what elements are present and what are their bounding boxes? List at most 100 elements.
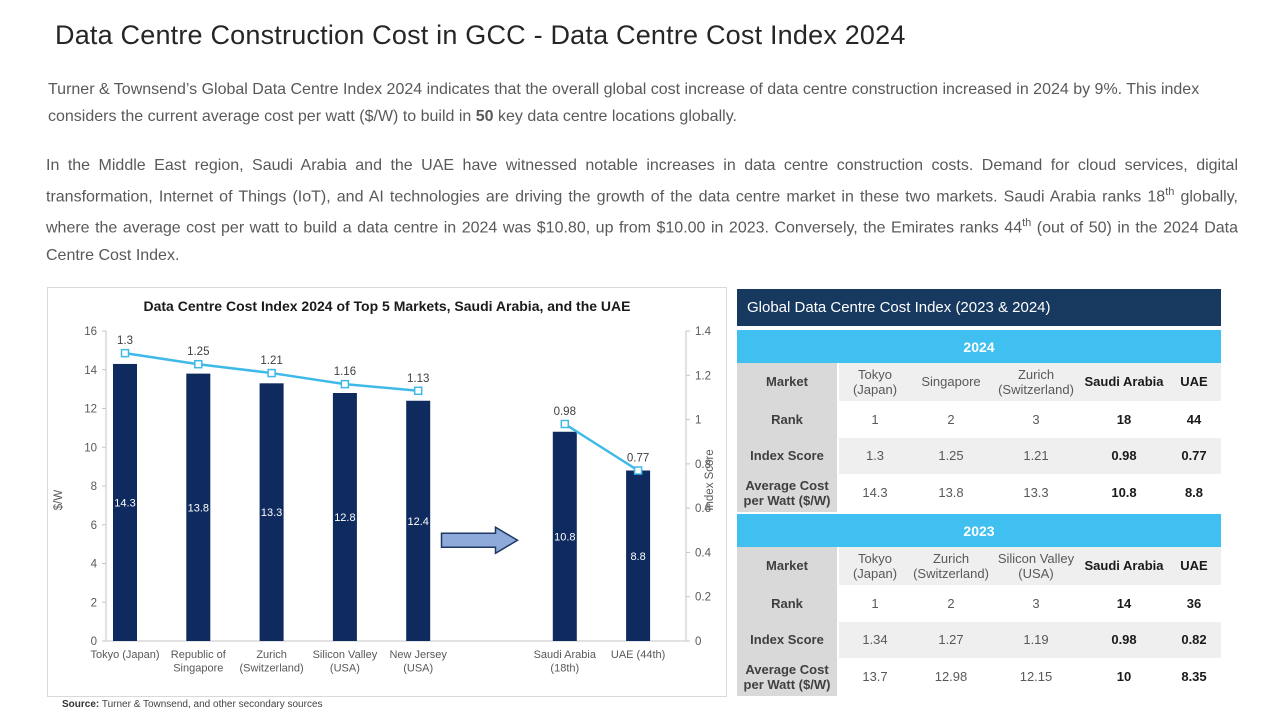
line-marker	[194, 359, 203, 369]
page-title: Data Centre Construction Cost in GCC - D…	[55, 20, 906, 50]
point-value-label: 1.3	[117, 335, 133, 347]
right-tick-label: 1.2	[695, 370, 711, 382]
bar	[113, 363, 137, 641]
table-row: Rank 1 2 3 14 36	[737, 585, 1221, 622]
table-cell: 18	[1081, 401, 1167, 438]
left-tick-label: 8	[91, 481, 97, 493]
table-cell: 2	[911, 585, 991, 622]
point-value-label: 1.25	[187, 346, 209, 358]
right-tick-label: 1	[695, 415, 701, 427]
table-cell: Zurich (Switzerland)	[911, 547, 991, 585]
table-row: Average Cost per Watt ($/W) 14.3 13.8 13.3 1…	[737, 474, 1221, 512]
cost-index-chart: 0 2 4 6 8 10 12 14 16 0 0.2 0.4 0.6 0.8 1 1.2 1.4 $/W Inde…	[53, 326, 716, 675]
source-text: Turner & Townsend, and other secondary s…	[99, 699, 323, 710]
table-cell: 1.34	[839, 622, 911, 658]
table-row-label: Average Cost per Watt ($/W)	[737, 658, 839, 696]
bar-value-label: 14.3	[114, 497, 135, 509]
bar	[626, 470, 651, 641]
x-axis-label: Tokyo (Japan)	[90, 649, 159, 661]
table-cell: 1.3	[839, 438, 911, 474]
right-axis-title: Index Score	[704, 449, 716, 510]
table-cell: 1	[839, 401, 911, 438]
table-cell: 10.8	[1081, 474, 1167, 512]
table-cell: 14.3	[839, 474, 911, 512]
chart-title: Data Centre Cost Index 2024 of Top 5 Mar…	[143, 298, 631, 314]
text-segment: key data centre locations globally.	[493, 108, 737, 125]
table-cell: UAE	[1167, 363, 1221, 401]
table-cell: Tokyo (Japan)	[839, 363, 911, 401]
body-paragraph: In the Middle East region, Saudi Arabia …	[46, 152, 1238, 269]
left-tick-label: 0	[91, 636, 97, 648]
table-cell: Silicon Valley (USA)	[991, 547, 1081, 585]
point-value-label: 1.16	[334, 366, 356, 378]
right-tick-label: 0	[695, 636, 701, 648]
table-cell: 10	[1081, 658, 1167, 696]
table-row: Rank 1 2 3 18 44	[737, 401, 1221, 438]
table-cell: 8.8	[1167, 474, 1221, 512]
left-axis-title: $/W	[53, 490, 65, 511]
left-tick-label: 6	[91, 520, 97, 532]
text-segment: Turner & Townsend’s Global Data Centre I…	[48, 81, 1200, 125]
table-cell: 0.82	[1167, 622, 1221, 658]
point-value-label: 0.77	[627, 453, 649, 465]
bar	[332, 393, 357, 641]
table-cell: 12.98	[911, 658, 991, 696]
text-segment: 50	[475, 108, 494, 125]
table-cell: 44	[1167, 401, 1221, 438]
source-note: Source: Turner & Townsend, and other sec…	[62, 699, 323, 710]
table-row-label: Average Cost per Watt ($/W)	[737, 474, 839, 512]
table-cell: 3	[991, 585, 1081, 622]
table-cell: Saudi Arabia	[1081, 363, 1167, 401]
bar-value-label: 12.4	[407, 516, 428, 528]
table-year-band: 2024	[737, 330, 1221, 363]
table-cell: 1.25	[911, 438, 991, 474]
line-marker	[267, 368, 276, 378]
left-tick-label: 2	[91, 597, 97, 609]
point-value-label: 1.21	[260, 355, 282, 367]
x-axis-label: Silicon Valley (USA)	[313, 649, 378, 675]
table-row: Index Score 1.3 1.25 1.21 0.98 0.77	[737, 438, 1221, 474]
bar-value-label: 13.3	[261, 507, 282, 519]
table-cell: Tokyo (Japan)	[839, 547, 911, 585]
table-cell: 14	[1081, 585, 1167, 622]
index-score-line	[564, 422, 639, 472]
right-tick-label: 1.4	[695, 326, 712, 338]
table-row-label: Market	[737, 547, 839, 585]
text-segment: (out of 50) in the 2024 Data Centre Cost…	[46, 219, 1238, 264]
table-title: Global Data Centre Cost Index (2023 & 20…	[737, 289, 1221, 326]
text-segment: th	[1165, 186, 1175, 198]
table-cell: 1.21	[991, 438, 1081, 474]
table-cell: 13.7	[839, 658, 911, 696]
chart-panel: Data Centre Cost Index 2024 of Top 5 Mar…	[47, 287, 727, 697]
x-axis-label: New Jersey (USA)	[389, 649, 447, 675]
left-tick-label: 14	[84, 365, 97, 377]
right-tick-label: 0.8	[695, 459, 711, 471]
left-tick-label: 4	[91, 559, 98, 571]
right-arrow-icon	[440, 525, 519, 555]
table-cell: 0.77	[1167, 438, 1221, 474]
table-cell: 3	[991, 401, 1081, 438]
table-row-label: Rank	[737, 585, 839, 622]
cost-index-table: Global Data Centre Cost Index (2023 & 20…	[737, 289, 1221, 696]
line-marker	[560, 419, 570, 429]
bar	[406, 400, 431, 641]
table-row-label: Index Score	[737, 622, 839, 658]
right-tick-label: 0.6	[695, 503, 711, 515]
line-marker	[340, 379, 350, 389]
table-row: Market Tokyo (Japan) Singapore Zurich (Swit…	[737, 363, 1221, 401]
left-tick-label: 16	[84, 326, 97, 338]
text-segment: th	[1022, 217, 1032, 230]
right-tick-label: 0.2	[695, 592, 711, 604]
source-label: Source:	[62, 699, 100, 710]
table-cell: 2	[911, 401, 991, 438]
line-marker	[633, 466, 643, 475]
table-cell: Singapore	[911, 363, 991, 401]
table-row-label: Market	[737, 363, 839, 401]
text-segment: In the Middle East region, Saudi Arabia …	[46, 157, 1238, 206]
line-marker	[413, 386, 423, 396]
table-cell: 12.15	[991, 658, 1081, 696]
table-cell: 0.98	[1081, 622, 1167, 658]
table-row: Index Score 1.34 1.27 1.19 0.98 0.82	[737, 622, 1221, 658]
bar-value-label: 10.8	[554, 531, 575, 543]
